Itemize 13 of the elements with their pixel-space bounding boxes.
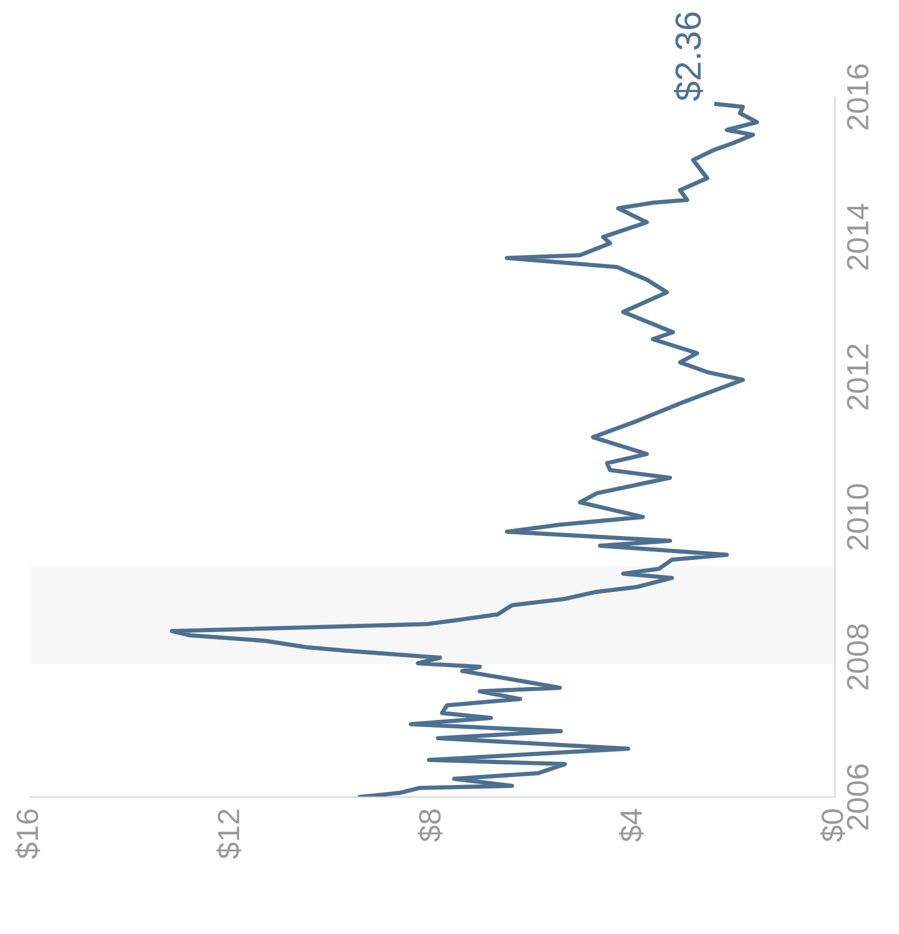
x-tick-label: $16 (15, 809, 40, 859)
y-tick-label: 2014 (846, 204, 869, 270)
x-tick-label: $4 (619, 809, 644, 842)
annotation: $2.36 (674, 12, 704, 101)
y-tick-label: 2012 (846, 344, 869, 410)
y-tick-label: 2010 (846, 484, 869, 550)
x-tick-label: $0 (820, 809, 846, 842)
x-tick-label: $12 (216, 810, 242, 859)
y-tick-label: 2016 (846, 64, 869, 130)
y-tick-label: 2006 (846, 764, 869, 830)
y-tick-label: 2008 (846, 624, 869, 690)
line-series (170, 102, 760, 797)
x-tick-label: $8 (418, 809, 443, 842)
